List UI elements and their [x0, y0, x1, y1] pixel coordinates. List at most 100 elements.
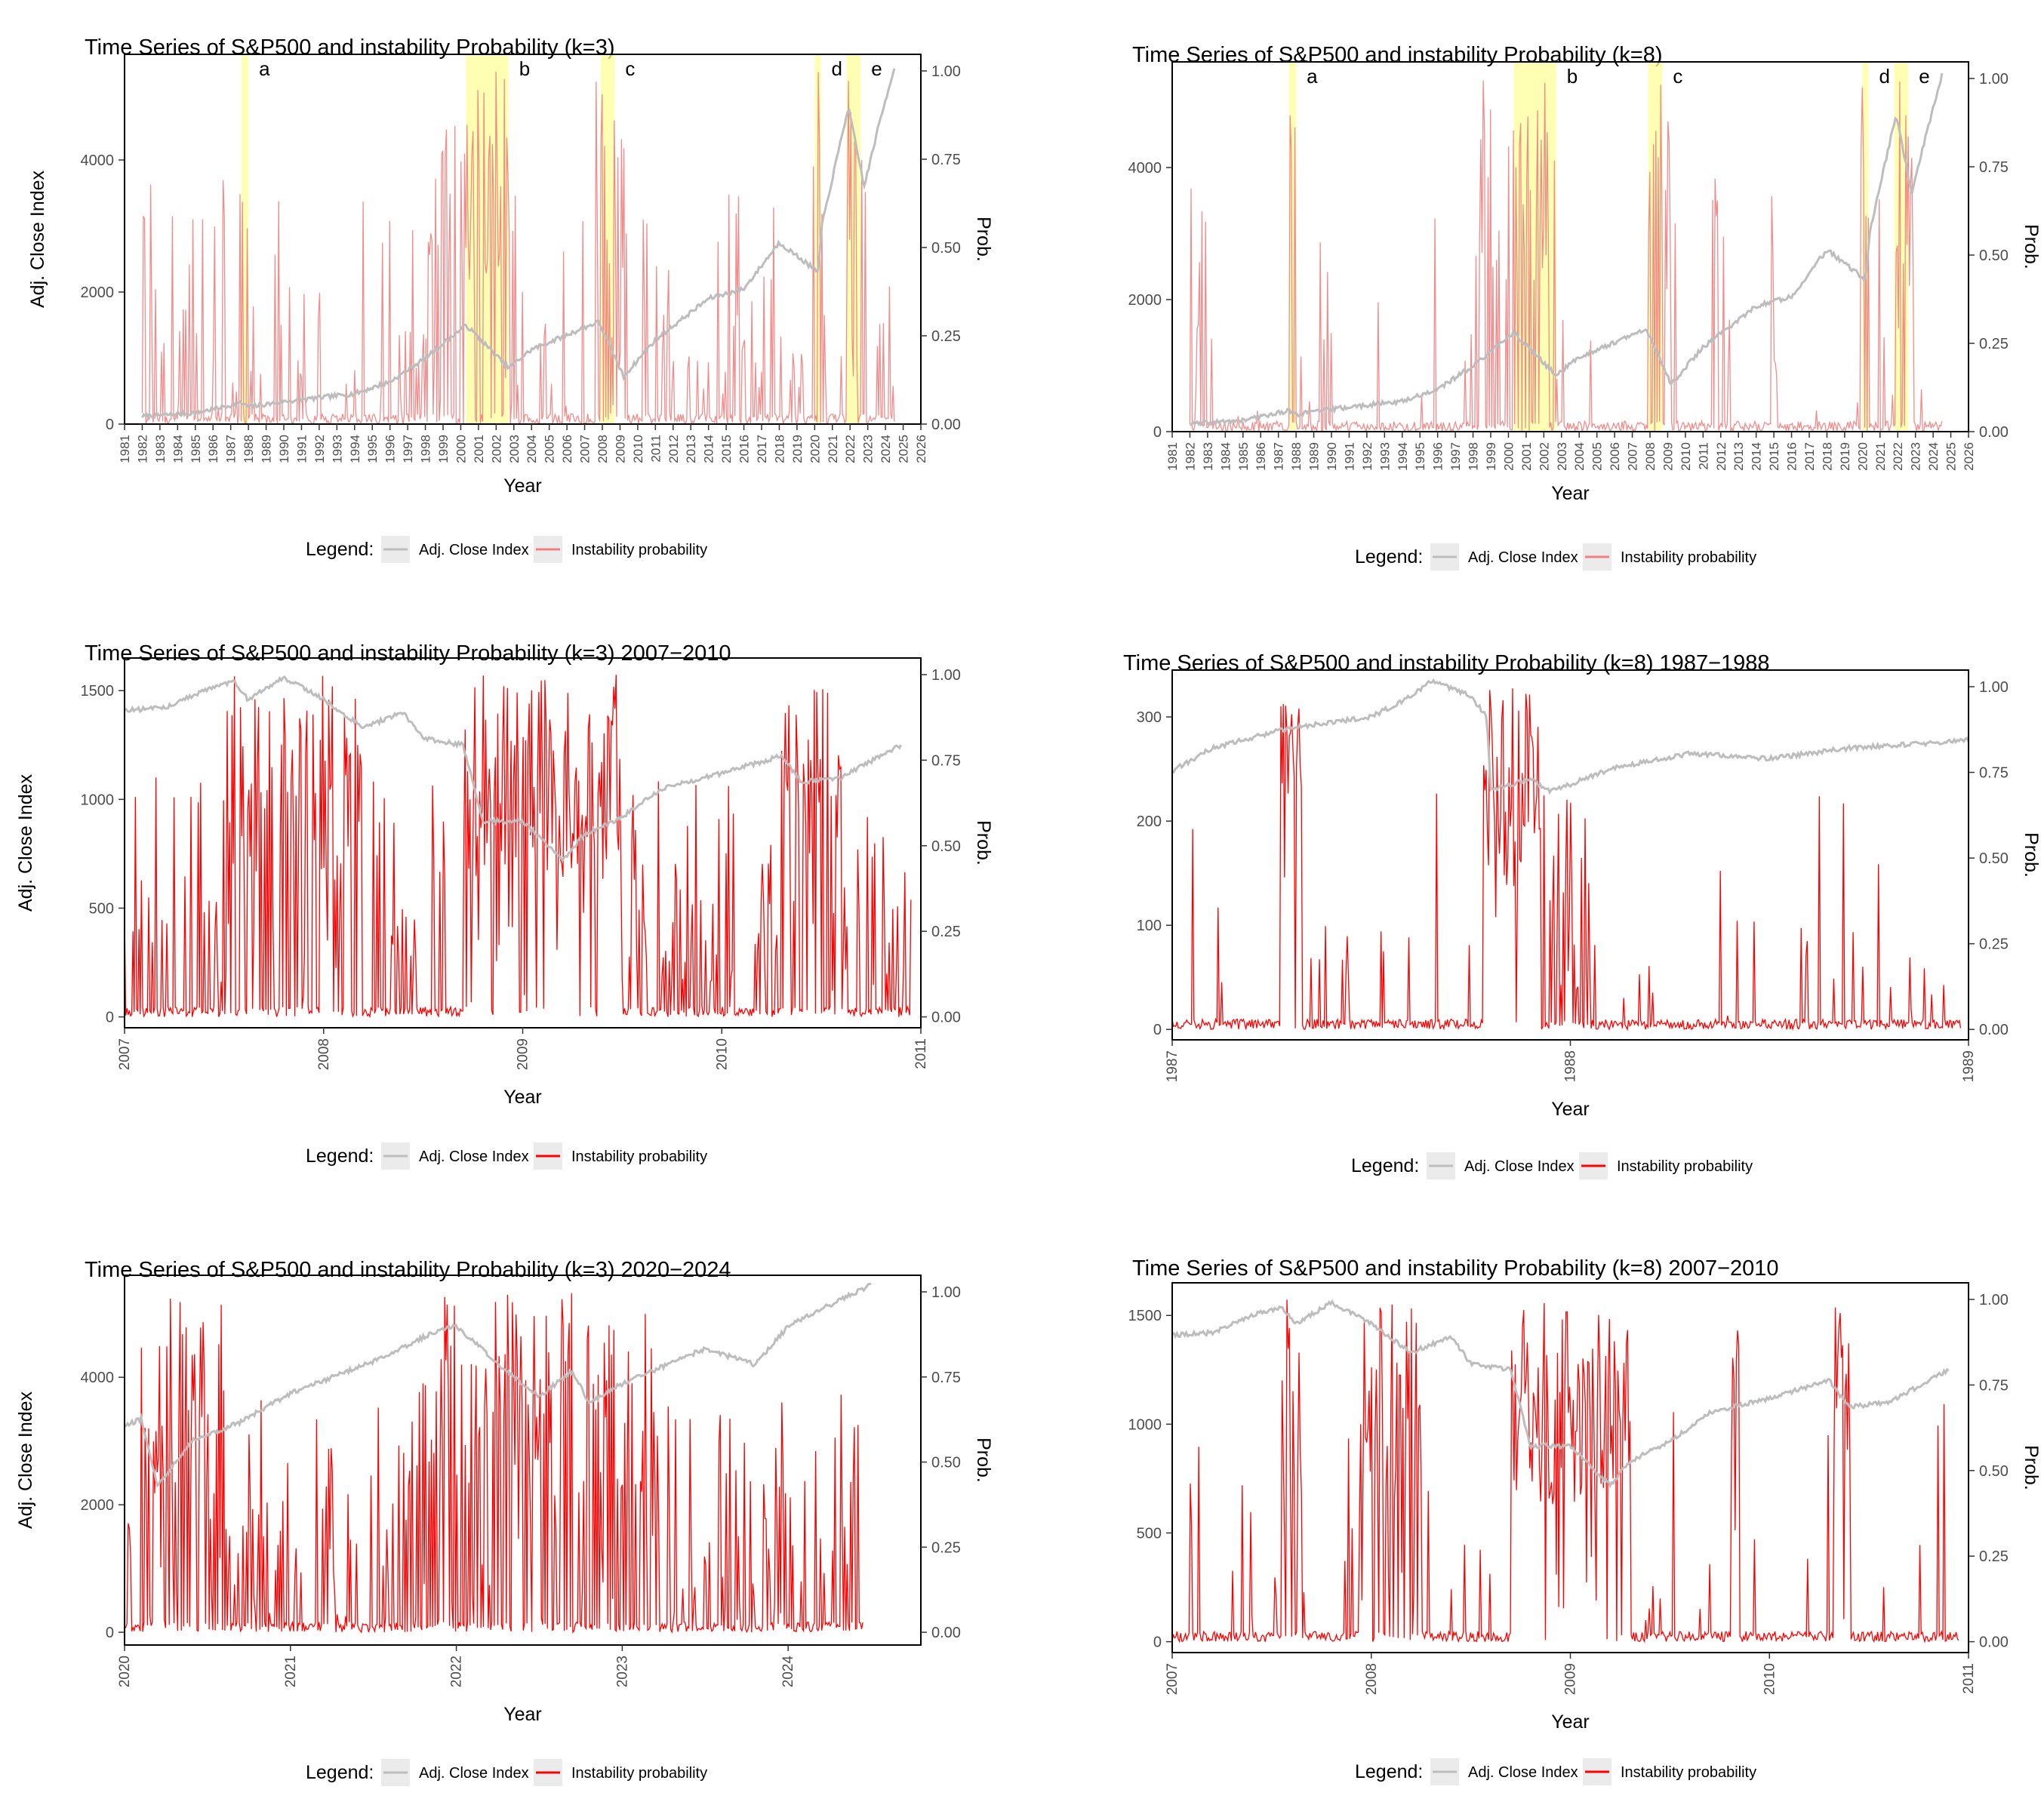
y-tick-label: 500 — [89, 900, 114, 917]
x-tick-label: 2001 — [472, 435, 486, 463]
y2-tick-label: 1.00 — [931, 1284, 961, 1301]
region-label-b: b — [1567, 65, 1578, 88]
x-tick-label: 1995 — [1413, 442, 1427, 471]
x-tick-label: 2007 — [1626, 442, 1640, 471]
probability-series — [1171, 688, 1962, 1032]
x-tick-label: 2020 — [1855, 442, 1870, 471]
y-tick-label: 1500 — [81, 683, 115, 700]
y-tick-label: 0 — [1153, 424, 1162, 441]
price-series — [124, 675, 902, 863]
probability-series — [1171, 1299, 1959, 1644]
x-tick-label: 2006 — [560, 435, 574, 463]
x-tick-label: 2007 — [117, 1038, 133, 1070]
x-tick-label: 1988 — [1289, 442, 1304, 471]
x-tick-label: 2021 — [283, 1656, 299, 1687]
legend: Legend: Adj. Close Index Instability proba… — [1351, 1152, 1753, 1179]
x-axis-title: Year — [503, 1704, 542, 1725]
y-tick-label: 4000 — [81, 152, 115, 169]
y2-tick-label: 0.50 — [931, 1455, 961, 1471]
y-tick-label: 500 — [1137, 1525, 1162, 1542]
y2-tick-label: 0.25 — [1979, 1548, 2009, 1565]
x-tick-label: 1993 — [1378, 442, 1392, 471]
x-tick-label: 2026 — [914, 435, 928, 463]
x-tick-label: 1991 — [1342, 442, 1356, 471]
x-tick-label: 2008 — [316, 1038, 332, 1070]
y2-tick-label: 0.50 — [931, 240, 961, 257]
x-tick-label: 1998 — [419, 435, 433, 463]
y2-tick-label: 1.00 — [931, 667, 961, 684]
x-tick-label: 2002 — [489, 435, 503, 463]
x-tick-label: 1994 — [348, 435, 362, 463]
y2-tick-label: 1.00 — [931, 63, 961, 80]
y2-tick-label: 0.00 — [1979, 1634, 2009, 1651]
x-tick-label: 1999 — [1484, 442, 1498, 471]
x-tick-label: 2004 — [1572, 442, 1587, 471]
x-tick-label: 2007 — [1165, 1663, 1181, 1695]
x-tick-label: 2023 — [614, 1656, 630, 1687]
x-tick-label: 2002 — [1537, 442, 1551, 471]
x-tick-label: 2026 — [1962, 442, 1976, 471]
x-tick-label: 1984 — [1218, 442, 1233, 471]
x-tick-label: 1991 — [294, 435, 309, 463]
y2-tick-label: 0.50 — [1979, 1463, 2009, 1480]
legend-label-price: Adj. Close Index — [1464, 1158, 1575, 1175]
x-tick-label: 1993 — [330, 435, 344, 463]
region-label-d: d — [832, 57, 842, 80]
x-tick-label: 2010 — [1762, 1663, 1778, 1695]
y2-tick-label: 0.75 — [931, 1370, 961, 1386]
y2-tick-label: 0.25 — [931, 328, 961, 345]
y2-axis-title: Prob. — [2021, 1445, 2042, 1490]
x-tick-label: 2011 — [913, 1038, 929, 1069]
price-series — [1171, 1299, 1950, 1489]
price-series — [1171, 678, 1970, 795]
y2-tick-label: 0.00 — [931, 1625, 961, 1641]
price-series — [1190, 72, 1944, 427]
legend-label-probability: Instability probability — [571, 542, 707, 558]
y-tick-label: 0 — [106, 417, 114, 433]
x-tick-label: 1994 — [1396, 442, 1410, 471]
probability-series — [1189, 80, 1943, 433]
price-series — [124, 1282, 872, 1488]
legend: Legend: Adj. Close Index Instability proba… — [1355, 1758, 1756, 1785]
legend-title: Legend: — [306, 539, 374, 560]
chart-title: Time Series of S&P500 and instability Pr… — [85, 35, 615, 60]
y2-tick-label: 0.25 — [931, 924, 961, 940]
region-label-d: d — [1879, 65, 1890, 88]
y-axis-title: Adj. Close Index — [27, 170, 48, 308]
y-axis-title: Adj. Close Index — [15, 1391, 36, 1529]
x-tick-label: 1996 — [1431, 442, 1445, 471]
x-tick-label: 2012 — [1714, 442, 1728, 471]
x-tick-label: 2025 — [897, 435, 911, 463]
x-axis-title: Year — [1551, 483, 1590, 504]
x-tick-label: 2004 — [525, 435, 539, 463]
x-tick-label: 2006 — [1608, 442, 1622, 471]
legend-label-probability: Instability probability — [1621, 1764, 1756, 1781]
probability-series — [124, 675, 912, 1019]
y2-tick-label: 0.50 — [1979, 850, 2009, 867]
y2-tick-label: 1.00 — [1979, 679, 2009, 696]
y2-axis-title: Prob. — [2021, 832, 2042, 878]
chart-k8-2007-2010: Time Series of S&P500 and instability Pr… — [1128, 1256, 2042, 1785]
y-tick-label: 0 — [1153, 1634, 1162, 1651]
x-tick-label: 1987 — [224, 435, 239, 463]
x-tick-label: 1997 — [401, 435, 415, 463]
legend-title: Legend: — [1355, 546, 1423, 567]
x-tick-label: 1988 — [1563, 1050, 1579, 1082]
x-tick-label: 2010 — [714, 1038, 730, 1070]
x-tick-label: 2009 — [613, 435, 627, 463]
x-tick-label: 2023 — [1909, 442, 1923, 471]
x-tick-label: 1985 — [1236, 442, 1251, 471]
x-tick-label: 1986 — [206, 435, 220, 463]
x-tick-label: 2014 — [1750, 442, 1764, 471]
plot-panel — [124, 1275, 922, 1646]
legend-label-probability: Instability probability — [571, 1765, 707, 1782]
y-tick-label: 0 — [106, 1625, 114, 1641]
x-tick-label: 2008 — [1643, 442, 1658, 471]
x-tick-label: 1987 — [1165, 1050, 1181, 1082]
chart-full-k3: Time Series of S&P500 and instability Pr… — [27, 35, 994, 563]
y2-tick-label: 0.75 — [931, 752, 961, 769]
y2-tick-label: 0.25 — [1979, 336, 2009, 352]
x-axis-title: Year — [503, 475, 542, 497]
x-tick-label: 1981 — [1165, 442, 1180, 471]
price-series — [141, 68, 896, 421]
